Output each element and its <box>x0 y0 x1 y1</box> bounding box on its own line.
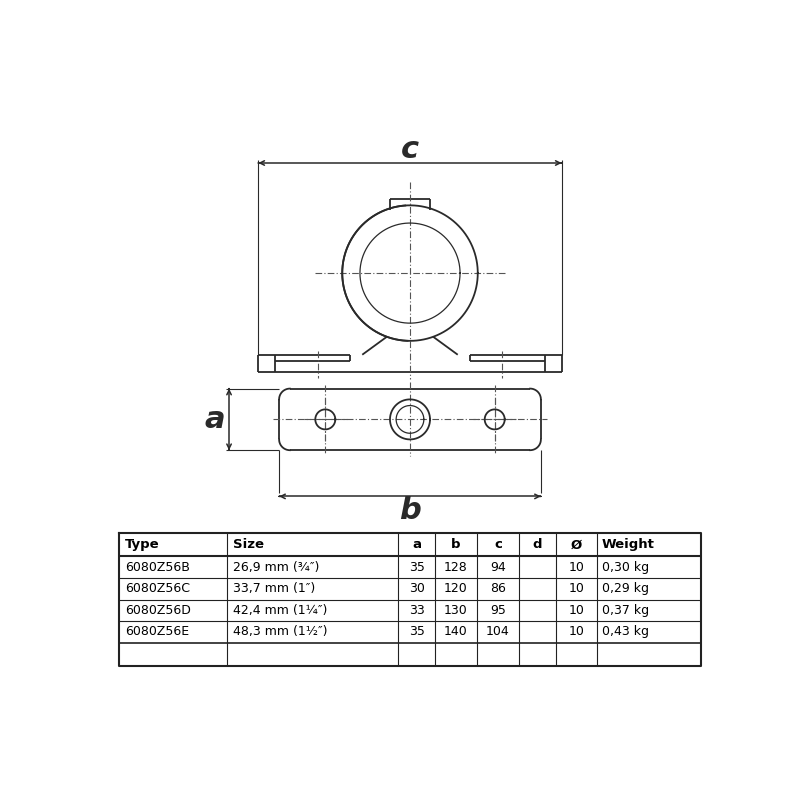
Text: 33: 33 <box>409 604 425 617</box>
Text: Size: Size <box>233 538 264 551</box>
Text: 130: 130 <box>444 604 468 617</box>
Text: 104: 104 <box>486 626 510 638</box>
Text: b: b <box>399 496 421 525</box>
Text: a: a <box>412 538 421 551</box>
Text: 120: 120 <box>444 582 468 595</box>
Text: 94: 94 <box>490 561 506 574</box>
Text: 86: 86 <box>490 582 506 595</box>
Text: Weight: Weight <box>602 538 655 551</box>
Text: 10: 10 <box>569 626 585 638</box>
Text: 10: 10 <box>569 582 585 595</box>
Text: 95: 95 <box>490 604 506 617</box>
Text: b: b <box>451 538 461 551</box>
Text: d: d <box>533 538 542 551</box>
Text: 48,3 mm (1½″): 48,3 mm (1½″) <box>233 626 327 638</box>
Text: c: c <box>494 538 502 551</box>
Text: 0,30 kg: 0,30 kg <box>602 561 649 574</box>
Text: 140: 140 <box>444 626 468 638</box>
Text: 33,7 mm (1″): 33,7 mm (1″) <box>233 582 315 595</box>
Text: 35: 35 <box>409 626 425 638</box>
Text: c: c <box>401 134 419 164</box>
Text: 0,43 kg: 0,43 kg <box>602 626 649 638</box>
Text: 10: 10 <box>569 561 585 574</box>
Text: 10: 10 <box>569 604 585 617</box>
Text: 0,29 kg: 0,29 kg <box>602 582 649 595</box>
Text: 0,37 kg: 0,37 kg <box>602 604 649 617</box>
Text: 6080Z56B: 6080Z56B <box>125 561 190 574</box>
Text: Type: Type <box>125 538 160 551</box>
Text: 6080Z56D: 6080Z56D <box>125 604 191 617</box>
Text: Ø: Ø <box>571 538 582 551</box>
Text: 30: 30 <box>409 582 425 595</box>
Text: 42,4 mm (1¼″): 42,4 mm (1¼″) <box>233 604 327 617</box>
Text: 6080Z56C: 6080Z56C <box>125 582 190 595</box>
Text: 6080Z56E: 6080Z56E <box>125 626 190 638</box>
Text: 26,9 mm (¾″): 26,9 mm (¾″) <box>233 561 319 574</box>
Text: 35: 35 <box>409 561 425 574</box>
Text: a: a <box>205 405 226 434</box>
Text: 128: 128 <box>444 561 468 574</box>
